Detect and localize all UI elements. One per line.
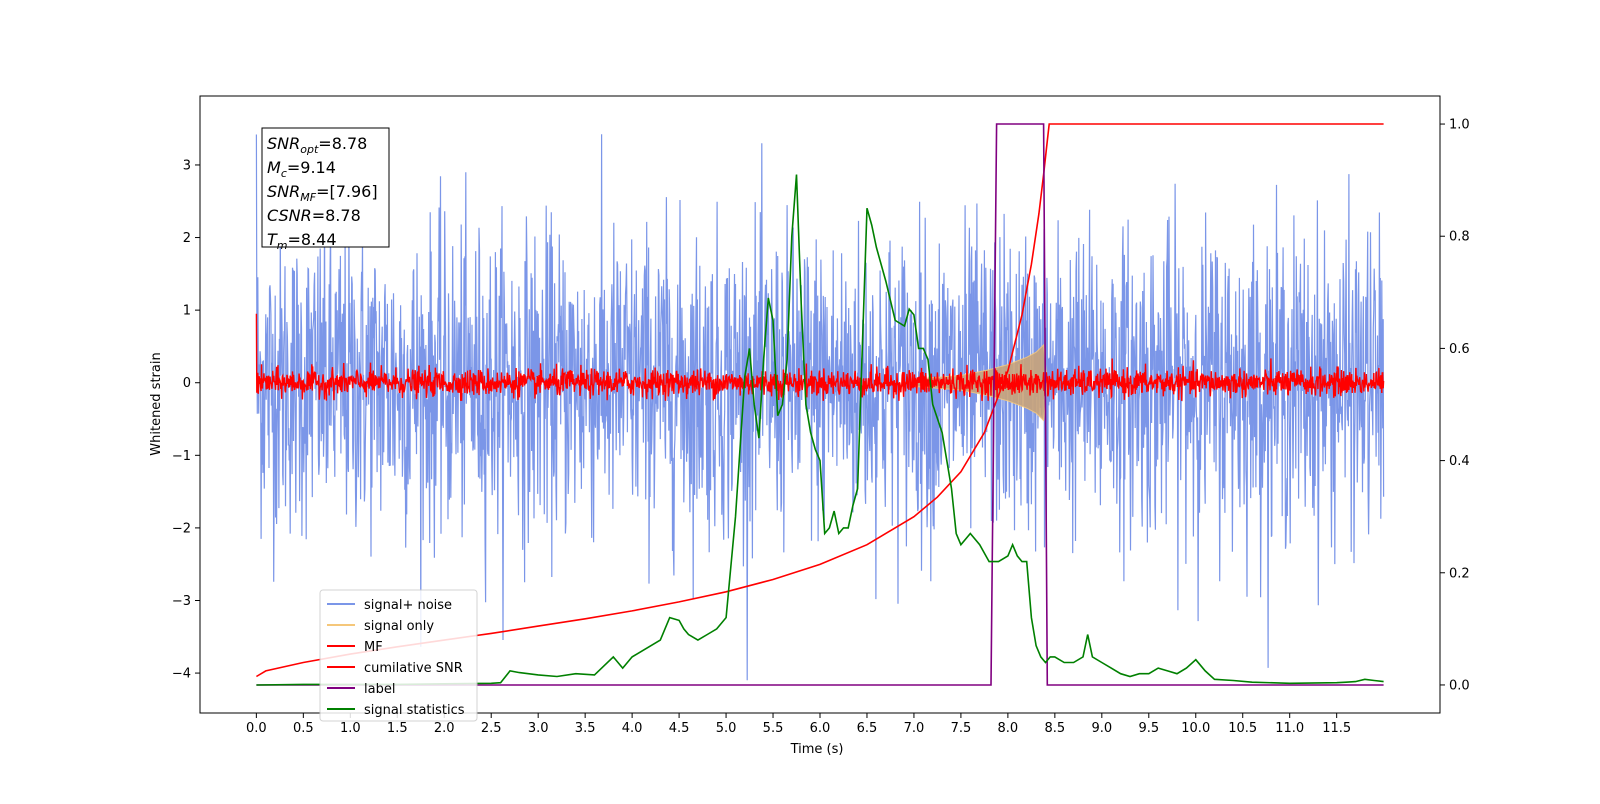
x-tick-label: 4.0 <box>622 721 643 736</box>
y-right-tick-label: 0.6 <box>1449 342 1470 357</box>
x-tick-label: 8.0 <box>998 721 1019 736</box>
annotation-frame <box>261 127 390 248</box>
series-5-line <box>256 174 1384 686</box>
annotation-symbol: CSNR <box>267 206 312 225</box>
y-axis-label: Whitened strain <box>149 352 164 455</box>
x-tick-label: 9.0 <box>1091 721 1112 736</box>
y-axis-left-ticks: −4 −3 −2 −1 0 1 2 3 <box>172 158 200 682</box>
x-axis-label: Time (s) <box>790 742 844 757</box>
x-tick-label: 0.5 <box>293 721 314 736</box>
x-tick-label: 7.5 <box>951 721 972 736</box>
legend-label: signal only <box>364 619 434 634</box>
annotation-subscript: opt <box>300 143 319 156</box>
x-tick-label: 3.5 <box>575 721 596 736</box>
series-2-line <box>255 313 1385 401</box>
x-tick-label: 4.5 <box>669 721 690 736</box>
annotation-line: CSNR=8.78 <box>267 206 361 225</box>
annotation-subscript: MF <box>300 191 316 204</box>
y-left-tick-label: −2 <box>172 521 191 536</box>
annotation-value: =9.14 <box>287 158 336 177</box>
annotation-value: =[7.96] <box>316 182 378 201</box>
x-tick-label: 1.0 <box>340 721 361 736</box>
annotation-value: =8.78 <box>312 206 361 225</box>
legend: signal+ noise signal only MF cumilative SNR… <box>319 589 478 722</box>
x-tick-label: 2.5 <box>481 721 502 736</box>
y-right-tick-label: 0.2 <box>1449 566 1470 581</box>
y-right-tick-label: 0.4 <box>1449 454 1470 469</box>
y-right-tick-label: 0.0 <box>1449 678 1470 693</box>
x-tick-label: 10.0 <box>1181 721 1210 736</box>
x-tick-label: 11.0 <box>1275 721 1304 736</box>
y-left-tick-label: 2 <box>183 231 191 246</box>
x-tick-label: 3.0 <box>528 721 549 736</box>
y-left-tick-label: −4 <box>172 667 191 682</box>
annotation-value: =8.78 <box>318 134 367 153</box>
x-axis-ticks: 0.0 0.5 1.0 1.5 2.0 2.5 3.0 3.5 4.0 4.5 5.0 5.5 6.0 6… <box>246 713 1351 736</box>
annotation-symbol: SNR <box>267 134 300 153</box>
y-left-tick-label: −1 <box>172 449 191 464</box>
annotation-line: SNRopt=8.78 <box>267 134 367 156</box>
x-tick-label: 2.0 <box>434 721 455 736</box>
x-tick-label: 11.5 <box>1322 721 1351 736</box>
legend-frame <box>319 589 478 722</box>
y-left-tick-label: 1 <box>183 304 191 319</box>
legend-label: label <box>364 682 395 697</box>
annotation-subscript: c <box>281 167 287 180</box>
annotation-symbol: T <box>267 230 278 249</box>
y-left-tick-label: 0 <box>183 376 191 391</box>
y-left-tick-label: 3 <box>183 158 191 173</box>
annotation-value: =8.44 <box>288 230 337 249</box>
y-right-tick-label: 1.0 <box>1449 118 1470 133</box>
x-tick-label: 1.5 <box>387 721 408 736</box>
legend-label: cumilative SNR <box>364 661 463 676</box>
annotation-line: Tm=8.44 <box>267 230 337 252</box>
series-0-line <box>255 134 1385 681</box>
x-tick-label: 7.0 <box>904 721 925 736</box>
annotation-box: SNRopt=8.78Mc=9.14SNRMF=[7.96]CSNR=8.78T… <box>261 127 390 252</box>
x-tick-label: 6.0 <box>810 721 831 736</box>
legend-label: signal statistics <box>364 703 465 718</box>
annotation-symbol: M <box>267 158 281 177</box>
legend-label: signal+ noise <box>364 598 452 613</box>
x-tick-label: 6.5 <box>857 721 878 736</box>
x-tick-label: 5.5 <box>763 721 784 736</box>
annotation-line: SNRMF=[7.96] <box>267 182 378 204</box>
x-tick-label: 9.5 <box>1138 721 1159 736</box>
x-tick-label: 8.5 <box>1045 721 1066 736</box>
x-tick-label: 0.0 <box>246 721 267 736</box>
x-tick-label: 10.5 <box>1228 721 1257 736</box>
y-left-tick-label: −3 <box>172 594 191 609</box>
y-right-tick-label: 0.8 <box>1449 230 1470 245</box>
y-axis-right-ticks: 0.0 0.2 0.4 0.6 0.8 1.0 <box>1440 118 1470 693</box>
series-4-line <box>256 123 1384 686</box>
legend-label: MF <box>364 640 383 655</box>
x-tick-label: 5.0 <box>716 721 737 736</box>
annotation-line: Mc=9.14 <box>267 158 336 180</box>
annotation-symbol: SNR <box>267 182 300 201</box>
annotation-subscript: m <box>277 239 288 252</box>
